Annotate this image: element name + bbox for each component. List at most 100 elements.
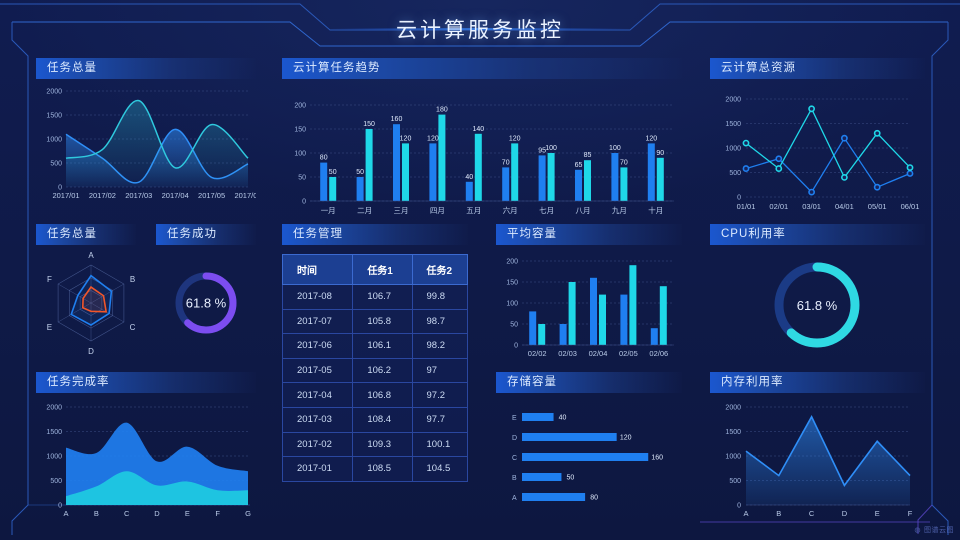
chart-task-total-line[interactable]: 0 500 1000 1500 2000 2017/01 2017/02 2017/03 201… <box>36 79 261 214</box>
chart-memory-usage[interactable]: 0 500 1000 1500 2000 A B C D E F <box>710 393 925 538</box>
svg-text:50: 50 <box>567 475 575 482</box>
svg-text:B: B <box>130 275 135 284</box>
svg-text:03/01: 03/01 <box>802 202 821 211</box>
row-task1: 106.2 <box>352 357 413 384</box>
watermark-label: 图谱云图 <box>924 527 954 534</box>
chart-cpu-usage[interactable]: 61.8 % <box>710 245 925 378</box>
svg-text:150: 150 <box>294 127 306 134</box>
panel-title-task-success: 任务成功 <box>156 224 256 245</box>
row-time: 2017-02 <box>281 431 354 458</box>
panel-task-manage: 任务管理 时间 任务1 任务2 2017-08 106.7 99.8 2017-07 1… <box>281 224 468 482</box>
svg-text:1000: 1000 <box>725 454 741 461</box>
svg-text:120: 120 <box>620 435 632 442</box>
svg-text:A: A <box>63 509 68 518</box>
svg-text:四月: 四月 <box>430 206 445 215</box>
table-row[interactable]: 2017-04 106.8 97.2 <box>281 382 468 408</box>
table-header-row: 时间 任务1 任务2 <box>281 254 468 285</box>
svg-text:D: D <box>88 347 94 356</box>
svg-text:E: E <box>47 323 52 332</box>
svg-text:B: B <box>776 509 781 518</box>
svg-text:02/05: 02/05 <box>619 349 638 358</box>
svg-text:2017/02: 2017/02 <box>89 191 116 200</box>
svg-text:2000: 2000 <box>725 405 741 412</box>
svg-text:2000: 2000 <box>725 97 741 104</box>
row-task2: 97 <box>411 357 468 384</box>
task-table-wrapper[interactable]: 时间 任务1 任务2 2017-08 106.7 99.8 2017-07 105.8 9… <box>281 245 468 482</box>
svg-text:F: F <box>47 275 52 284</box>
row-task2: 97.2 <box>411 382 468 408</box>
svg-text:C: C <box>124 509 130 518</box>
svg-text:E: E <box>512 415 517 422</box>
svg-text:01/01: 01/01 <box>737 202 756 211</box>
panel-title-storage-capacity: 存储容量 <box>496 372 682 393</box>
table-row[interactable]: 2017-06 106.1 98.2 <box>281 333 468 359</box>
svg-text:0: 0 <box>302 199 306 206</box>
svg-text:B: B <box>512 475 517 482</box>
panel-cpu-usage: CPU利用率 61.8 % <box>710 224 925 378</box>
table-row[interactable]: 2017-03 108.4 97.7 <box>281 406 468 433</box>
table-row[interactable]: 2017-01 108.5 104.5 <box>281 456 468 482</box>
svg-text:一月: 一月 <box>321 206 336 215</box>
panel-title-memory-usage: 内存利用率 <box>710 372 925 393</box>
row-time: 2017-03 <box>281 406 354 433</box>
row-task2: 98.2 <box>411 333 468 359</box>
table-row[interactable]: 2017-02 109.3 100.1 <box>281 431 468 458</box>
panel-title-task-total-line: 任务总量 <box>36 58 256 79</box>
panel-task-success: 任务成功 61.8 % <box>156 224 256 370</box>
row-task1: 105.8 <box>352 308 413 335</box>
svg-text:G: G <box>245 509 251 518</box>
svg-text:120: 120 <box>400 135 412 142</box>
svg-text:2017/04: 2017/04 <box>162 191 189 200</box>
svg-text:90: 90 <box>656 150 664 157</box>
svg-text:C: C <box>130 323 136 332</box>
table-col-time: 时间 <box>281 254 354 285</box>
chart-task-trend[interactable]: 0 50 100 150 200 80 50 一月 50 150 二月 160 120 三月 120 180 四… <box>282 79 682 234</box>
svg-text:0: 0 <box>737 503 741 510</box>
row-time: 2017-07 <box>281 308 354 335</box>
svg-text:0: 0 <box>58 185 62 192</box>
panel-title-task-total-radar: 任务总量 <box>36 224 136 245</box>
svg-text:50: 50 <box>510 322 518 329</box>
chart-total-resource[interactable]: 0 500 1000 1500 2000 01/01 02/01 03/01 04/01 05/0… <box>710 79 925 234</box>
svg-text:500: 500 <box>729 478 741 485</box>
svg-text:六月: 六月 <box>503 205 518 215</box>
chart-task-success[interactable]: 61.8 % <box>156 245 256 370</box>
svg-text:100: 100 <box>294 151 306 158</box>
svg-text:50: 50 <box>298 175 306 182</box>
svg-text:500: 500 <box>50 161 62 168</box>
panel-memory-usage: 内存利用率 0 500 1000 1500 2000 A B C D E F <box>710 372 925 538</box>
row-task2: 104.5 <box>411 456 468 482</box>
svg-text:02/06: 02/06 <box>649 349 668 358</box>
table-row[interactable]: 2017-05 106.2 97 <box>281 357 468 384</box>
row-task1: 106.8 <box>352 382 413 408</box>
watermark: ◍ 图谱云图 <box>914 525 954 535</box>
row-task2: 99.8 <box>411 284 468 310</box>
svg-text:2000: 2000 <box>46 89 62 96</box>
chart-task-complete[interactable]: 0 500 1000 1500 2000 A B C D E F G <box>36 393 256 538</box>
svg-text:2017/01: 2017/01 <box>52 191 79 200</box>
svg-text:500: 500 <box>50 478 62 485</box>
row-task1: 106.7 <box>352 284 413 310</box>
table-row[interactable]: 2017-07 105.8 98.7 <box>281 308 468 335</box>
chart-storage-capacity[interactable]: E 40 D 120 C 160 B 50 A 80 <box>496 393 682 538</box>
row-task2: 100.1 <box>411 431 468 458</box>
chart-task-total-radar[interactable]: A B C D E F <box>36 245 136 370</box>
svg-text:200: 200 <box>506 259 518 266</box>
svg-text:C: C <box>809 509 815 518</box>
svg-text:1500: 1500 <box>725 121 741 128</box>
svg-text:2017/05: 2017/05 <box>198 191 225 200</box>
chart-avg-capacity[interactable]: 0 50 100 150 200 02/02 02/03 02/04 02/05 02/06 <box>496 245 682 378</box>
svg-text:C: C <box>512 455 517 462</box>
svg-text:1000: 1000 <box>725 146 741 153</box>
table-row[interactable]: 2017-08 106.7 99.8 <box>281 284 468 310</box>
row-time: 2017-01 <box>281 456 354 482</box>
row-task1: 106.1 <box>352 333 413 359</box>
svg-text:160: 160 <box>391 116 403 123</box>
svg-text:50: 50 <box>356 169 364 176</box>
svg-text:E: E <box>875 509 880 518</box>
row-task1: 108.4 <box>352 406 413 433</box>
svg-text:05/01: 05/01 <box>868 202 887 211</box>
svg-text:0: 0 <box>514 343 518 350</box>
svg-text:2017/06: 2017/06 <box>234 191 256 200</box>
panel-title-cpu-usage: CPU利用率 <box>710 224 925 245</box>
